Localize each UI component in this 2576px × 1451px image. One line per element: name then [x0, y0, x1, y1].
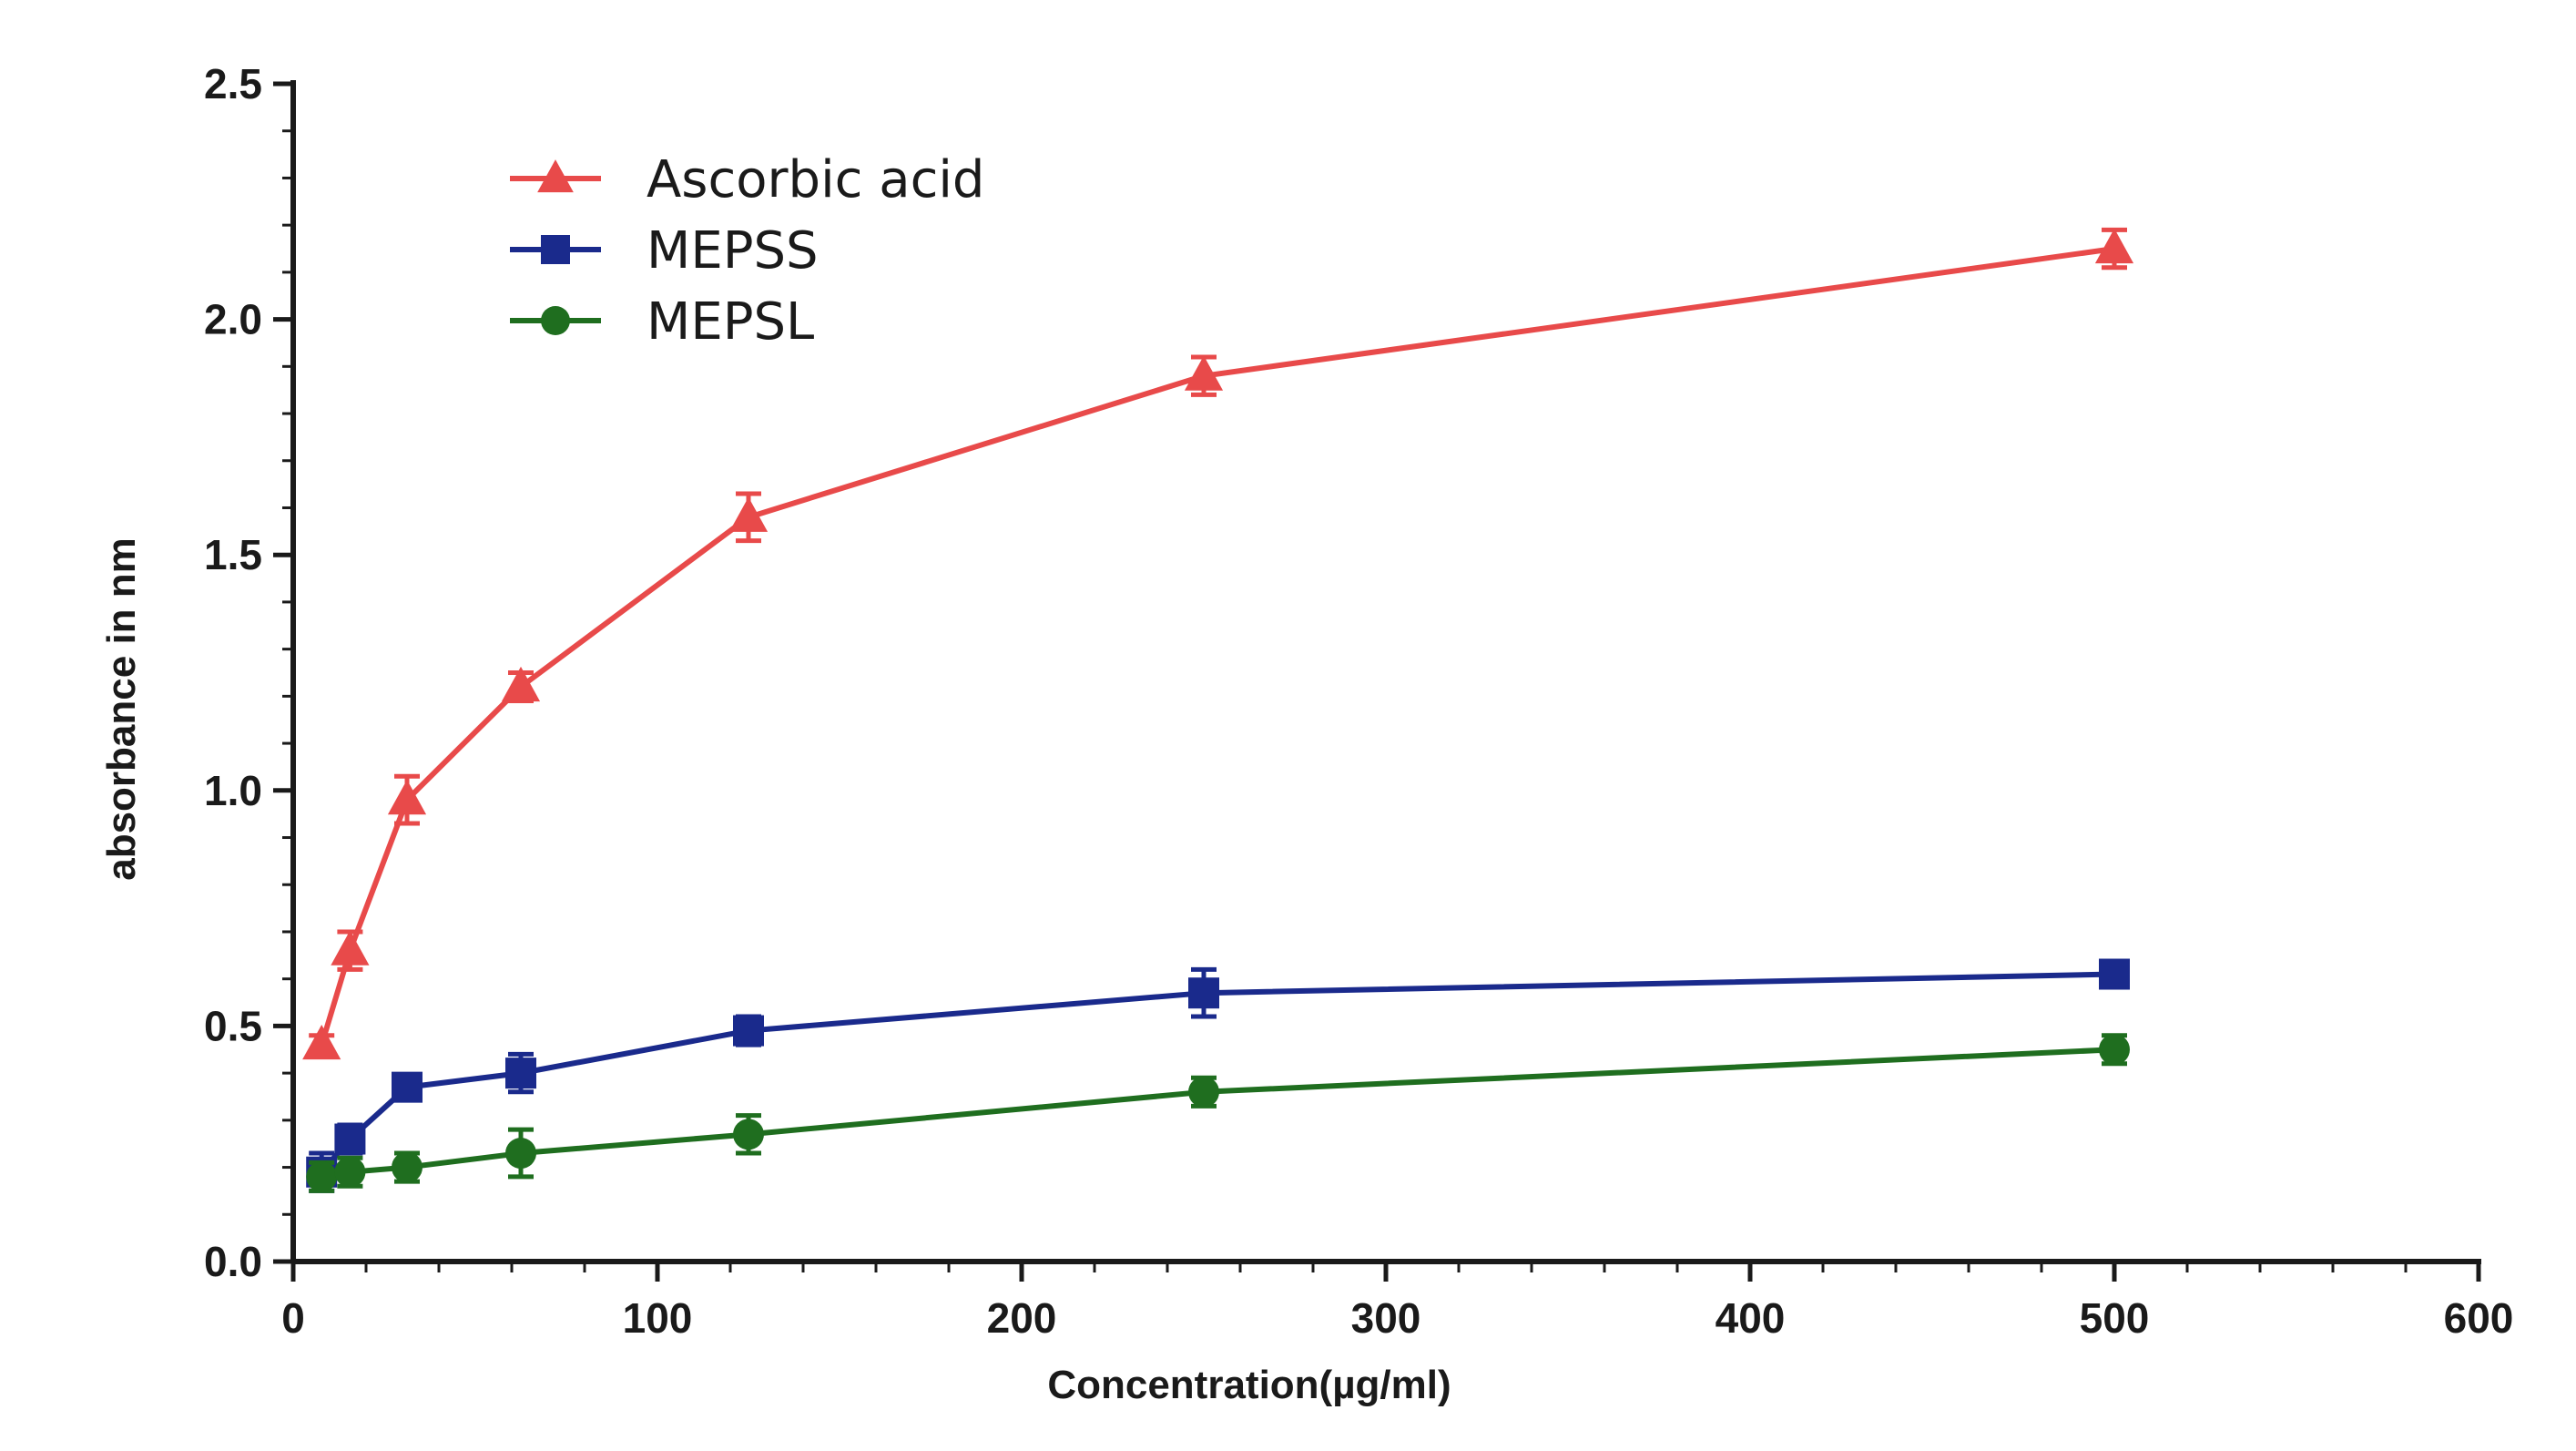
- x-tick-label: 400: [1716, 1294, 1786, 1342]
- x-tick-label: 200: [987, 1294, 1057, 1342]
- legend-marker-triangle: [537, 159, 574, 193]
- data-point: [1188, 977, 1219, 1009]
- series-ascorbic-acid: [302, 227, 2134, 1060]
- data-point: [2099, 1034, 2130, 1066]
- data-point: [331, 930, 370, 966]
- data-point: [733, 1015, 764, 1047]
- x-tick-label: 300: [1351, 1294, 1421, 1342]
- data-point: [733, 1119, 764, 1150]
- y-tick-label: 2.0: [204, 296, 262, 343]
- data-point: [387, 780, 427, 815]
- legend-label: Ascorbic acid: [647, 150, 984, 209]
- series-mepss: [306, 958, 2130, 1193]
- data-point: [392, 1151, 423, 1183]
- y-tick-label: 0.0: [204, 1238, 262, 1285]
- y-axis-title: absorbance in nm: [99, 537, 144, 881]
- data-point: [2099, 958, 2130, 990]
- data-point: [392, 1071, 423, 1103]
- y-tick-label: 0.5: [204, 1002, 262, 1049]
- data-point: [728, 496, 769, 532]
- series-line: [321, 1047, 2115, 1180]
- series-layer: [302, 227, 2134, 1193]
- x-tick-label: 100: [623, 1294, 693, 1342]
- data-point: [505, 1138, 536, 1170]
- x-tick-label: 500: [2080, 1294, 2150, 1342]
- data-point: [302, 1024, 341, 1060]
- data-point: [505, 1058, 536, 1089]
- legend-marker-circle: [541, 306, 570, 335]
- series-mepsl: [306, 1033, 2130, 1193]
- x-axis-title: Concentration(µg/ml): [1047, 1363, 1451, 1407]
- legend-label: MEPSL: [647, 292, 814, 352]
- data-point: [1184, 355, 1224, 391]
- legend: Ascorbic acid MEPSS MEPSL: [510, 150, 984, 352]
- axes: 0.0 0.5 1.0 1.5 2.0 2.5 0 100 200 300 400 500 600: [204, 60, 2513, 1342]
- y-tick-label: 1.5: [204, 531, 262, 578]
- data-point: [2094, 228, 2134, 264]
- data-point: [501, 666, 541, 702]
- x-tick-label: 600: [2444, 1294, 2514, 1342]
- data-point: [334, 1123, 366, 1155]
- y-tick-label: 2.5: [204, 60, 262, 107]
- legend-label: MEPSS: [647, 221, 819, 281]
- data-point: [306, 1160, 338, 1192]
- x-tick-label: 0: [281, 1294, 305, 1342]
- y-tick-label: 1.0: [204, 767, 262, 814]
- data-point: [334, 1156, 366, 1188]
- data-point: [1188, 1076, 1219, 1108]
- series-line: [319, 246, 2115, 1046]
- legend-marker-square: [541, 235, 570, 264]
